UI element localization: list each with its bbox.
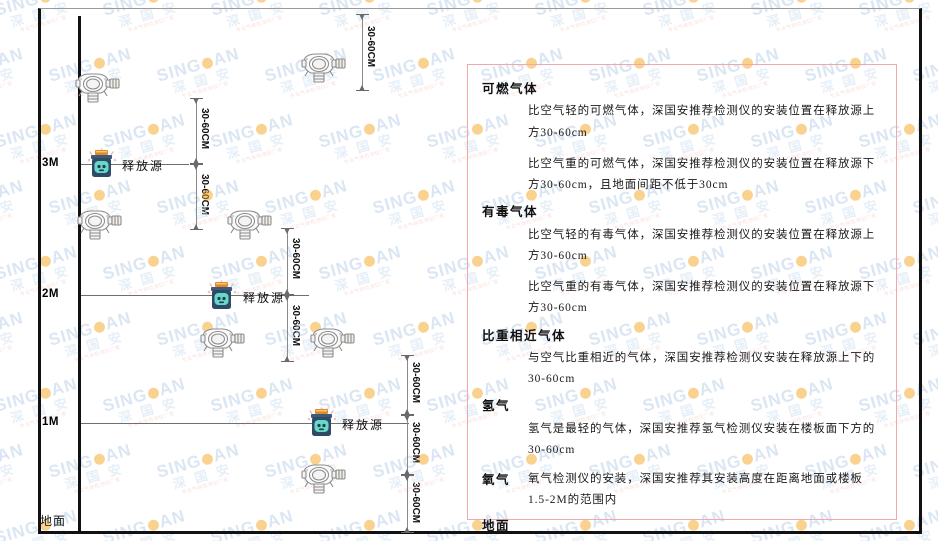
dim-mid-2 — [281, 295, 295, 362]
svg-text:o: o — [330, 56, 333, 61]
svg-text:o: o — [104, 76, 107, 81]
source-3m-icon — [85, 148, 119, 180]
svg-text:o: o — [306, 56, 309, 61]
section-heading: 氢气 — [482, 399, 511, 414]
height-reference-line — [79, 423, 409, 424]
svg-text:o: o — [82, 213, 85, 218]
section-paragraph: 与空气比重相近的气体，深国安推荐检测仪安装在释放源上下的30-60cm — [528, 351, 876, 386]
release-source-label: 释放源 — [122, 159, 165, 173]
dim-upper-2 — [190, 164, 204, 230]
section-paragraph: 比空气轻的可燃气体，深国安推荐检测仪的安装位置在释放源上方30-60cm — [528, 105, 876, 139]
section-heading: 比重相近气体 — [482, 328, 567, 343]
vertical-axis — [78, 16, 81, 533]
section-body: 比空气轻的有毒气体，深国安推荐检测仪的安装位置在释放源上方30-60cm 比空气重… — [528, 225, 882, 320]
svg-text:o: o — [339, 331, 342, 336]
svg-text:o: o — [229, 331, 232, 336]
section-body: 比空气轻的可燃气体，深国安推荐检测仪的安装位置在释放源上方30-60cm 比空气重… — [528, 101, 882, 196]
svg-text:o: o — [256, 213, 259, 218]
section-paragraph: 比空气重的有毒气体，深国安推荐检测仪的安装位置在释放源下方30-60cm — [528, 281, 876, 315]
section-heading: 有毒气体 — [482, 205, 539, 220]
section-heading: 氧气 — [482, 473, 511, 488]
svg-text:o: o — [306, 467, 309, 472]
guidance-panel-content: 可燃气体比空气轻的可燃气体，深国安推荐检测仪的安装位置在释放源上方30-60cm… — [468, 65, 896, 541]
section-body: 氧气检测仪的安装，深国安推荐其安装高度在距离地面或楼板1.5-2M的范围内 — [528, 473, 863, 507]
release-source-label: 释放源 — [342, 418, 385, 432]
panel-section-similar-density-gas: 比重相近气体与空气比重相近的气体，深国安推荐检测仪安装在释放源上下的30-60c… — [482, 328, 882, 391]
dim-low-1 — [401, 355, 415, 415]
dim-low-2 — [401, 415, 415, 475]
outer-frame — [38, 8, 922, 534]
panel-section-oxygen: 氧气 氧气检测仪的安装，深国安推荐其安装高度在距离地面或楼板1.5-2M的范围内 — [482, 469, 882, 512]
guidance-panel: 可燃气体比空气轻的可燃气体，深国安推荐检测仪的安装位置在释放源上方30-60cm… — [467, 64, 897, 533]
source-2m-icon — [205, 280, 239, 312]
dim-top — [356, 14, 370, 91]
height-reference-line — [79, 164, 189, 165]
section-paragraph: 比空气重的可燃气体，深国安推荐检测仪的安装位置在释放源下方30-60cm，且地面… — [528, 157, 876, 192]
ground-label: 地面 — [40, 514, 67, 528]
svg-text:o: o — [232, 213, 235, 218]
axis-tick-3m: 3M — [42, 157, 59, 169]
release-source-label: 释放源 — [243, 291, 286, 305]
section-heading: 地面 — [482, 518, 511, 533]
panel-section-ground: 地面检测仪地面间距，深国安推荐在30-60cm，且不得小于30cm，因为过低容易… — [482, 518, 882, 541]
section-paragraph: 比空气轻的有毒气体，深国安推荐检测仪的安装位置在释放源上方30-60cm — [528, 228, 876, 262]
axis-tick-2m: 2M — [42, 288, 59, 300]
axis-tick-1m: 1M — [42, 416, 59, 428]
svg-text:o: o — [106, 213, 109, 218]
section-body: 氢气是最轻的气体，深国安推荐氢气检测仪安装在楼板面下方的30-60cm — [528, 419, 882, 462]
height-reference-line — [79, 295, 309, 296]
dim-mid — [281, 228, 295, 295]
section-paragraph: 氢气是最轻的气体，深国安推荐氢气检测仪安装在楼板面下方的30-60cm — [528, 422, 876, 456]
dim-low-3 — [401, 475, 415, 533]
source-1m-icon — [305, 407, 339, 439]
panel-section-combustible-gas: 可燃气体比空气轻的可燃气体，深国安推荐检测仪的安装位置在释放源上方30-60cm… — [482, 81, 882, 196]
panel-section-toxic-gas: 有毒气体比空气轻的有毒气体，深国安推荐检测仪的安装位置在释放源上方30-60cm… — [482, 204, 882, 319]
panel-section-hydrogen: 氢气氢气是最轻的气体，深国安推荐氢气检测仪安装在楼板面下方的30-60cm — [482, 398, 882, 461]
section-body: 与空气比重相近的气体，深国安推荐检测仪安装在释放源上下的30-60cm — [528, 348, 882, 391]
svg-text:o: o — [330, 467, 333, 472]
dim-upper — [190, 98, 204, 164]
svg-text:o: o — [80, 76, 83, 81]
section-heading: 可燃气体 — [482, 82, 539, 96]
